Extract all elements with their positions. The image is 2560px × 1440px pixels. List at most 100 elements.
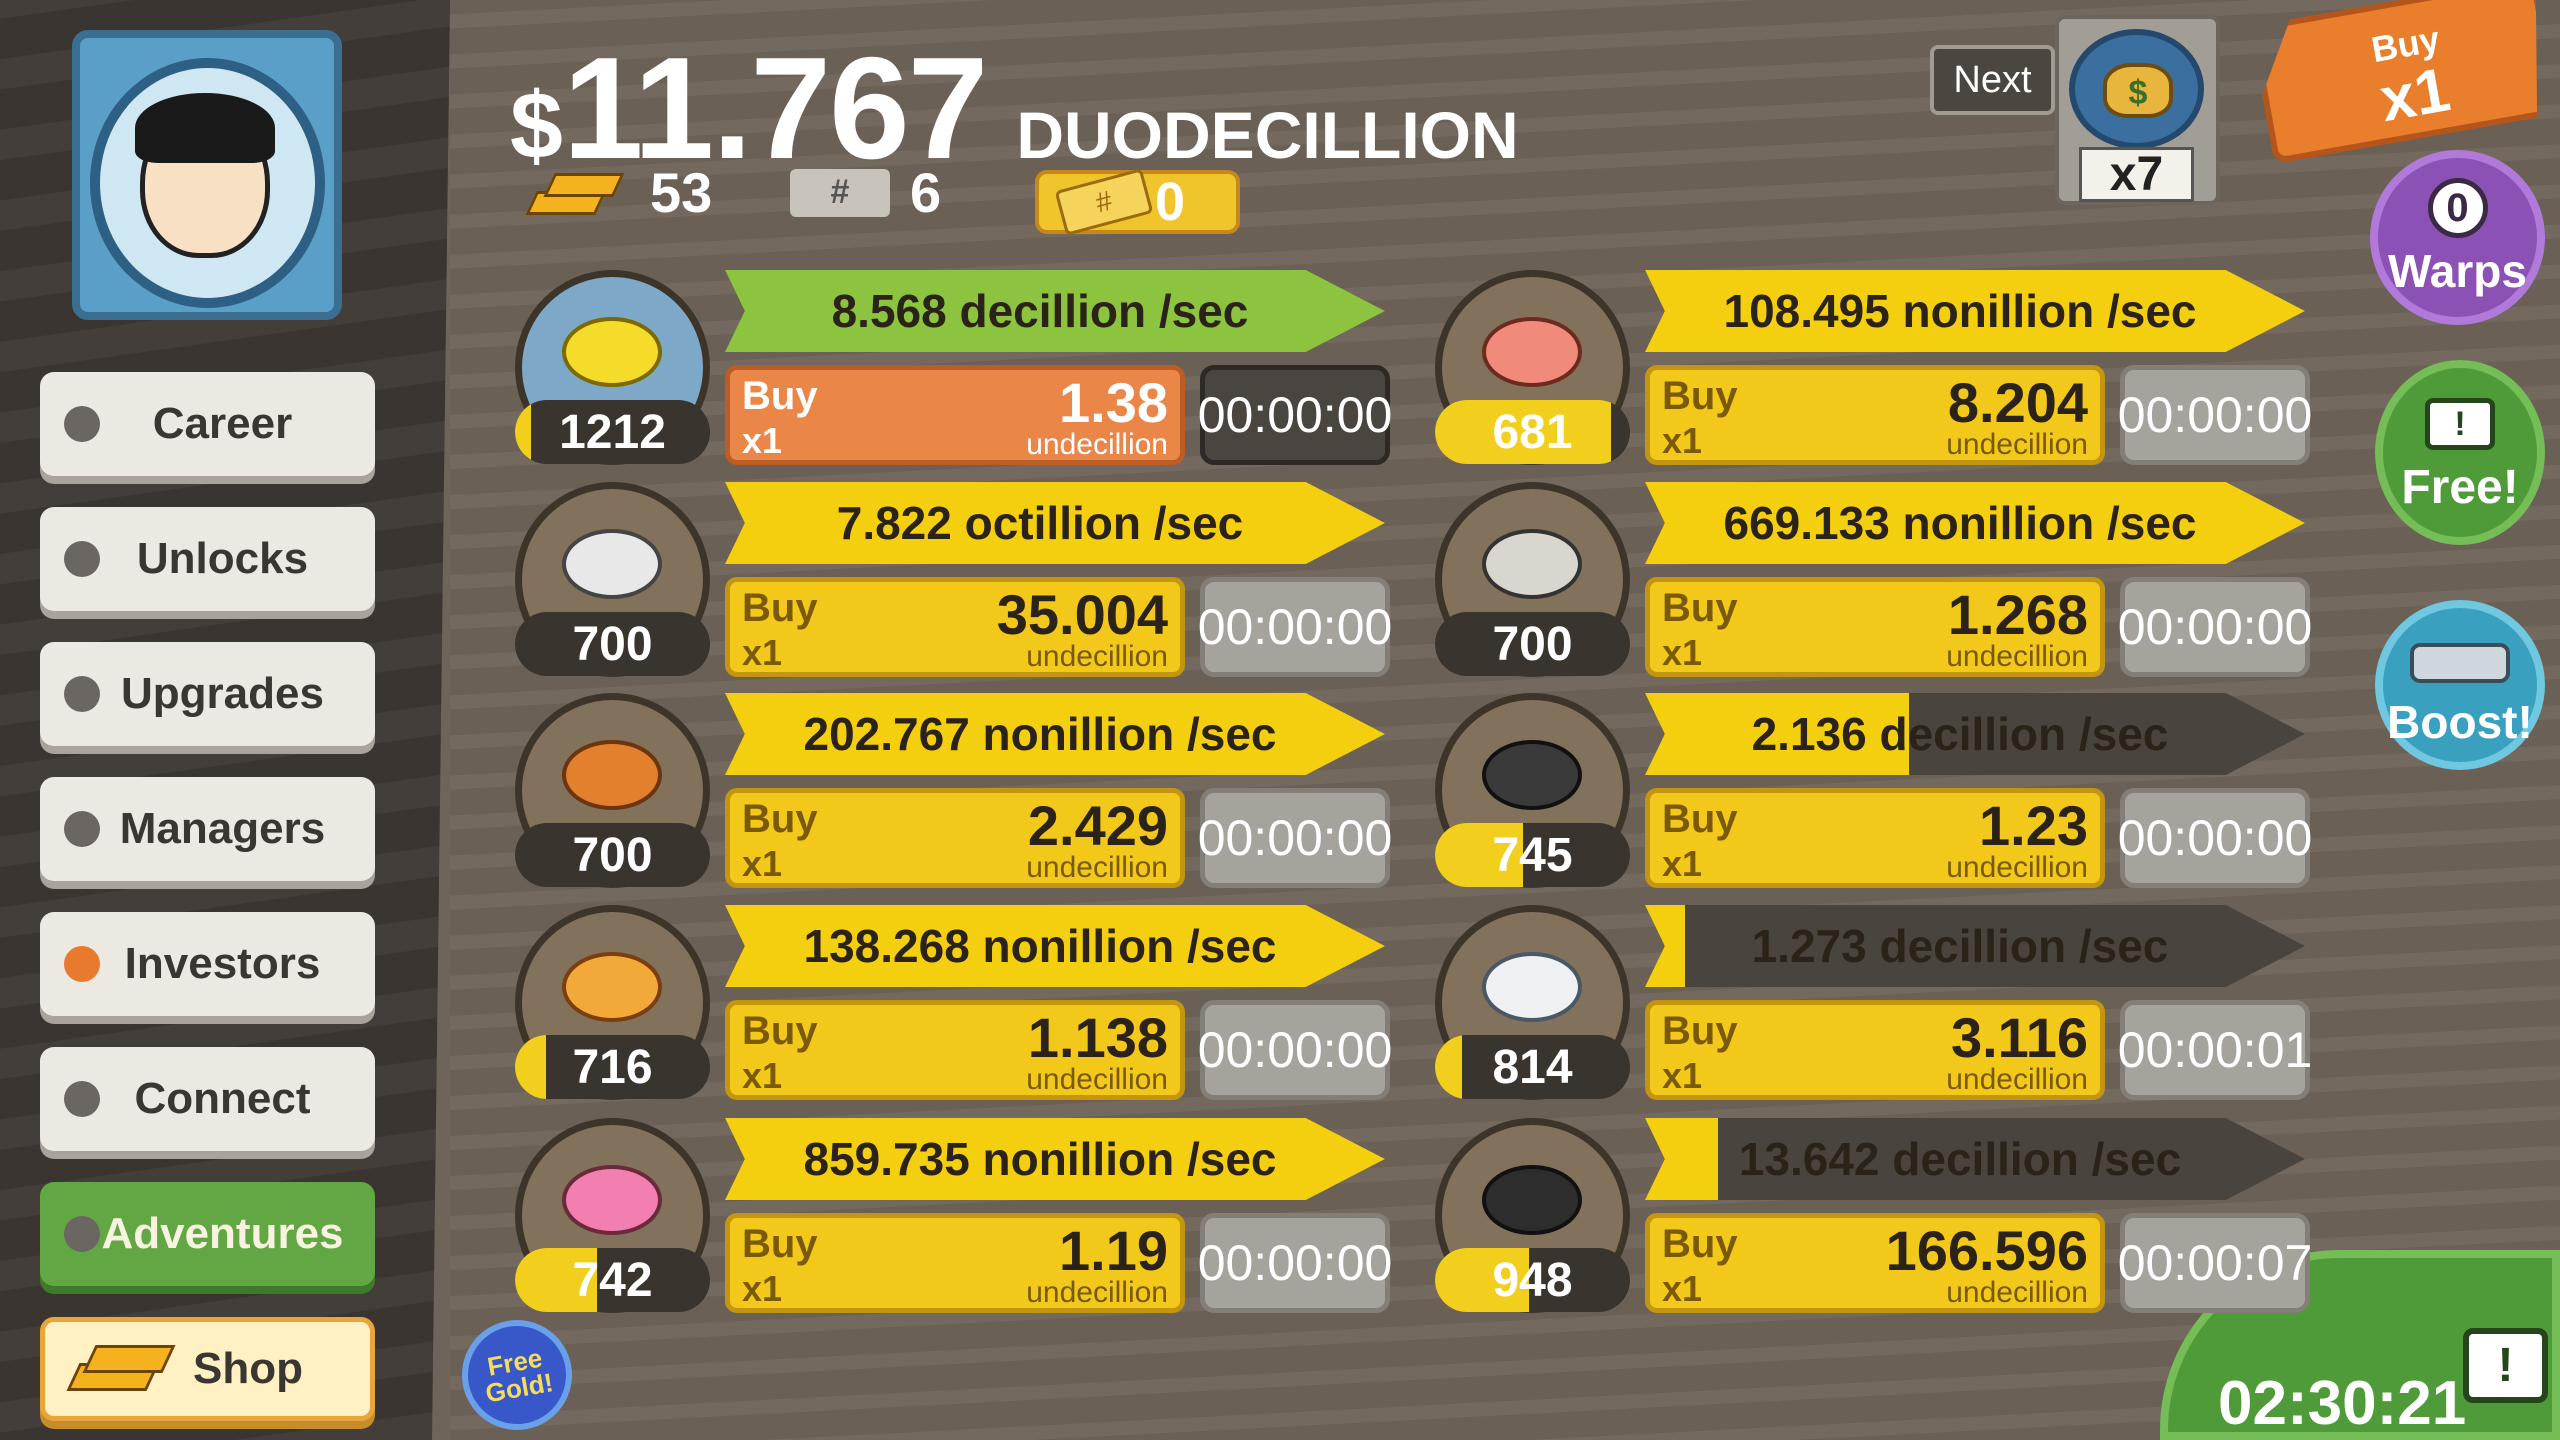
revenue-progress-bar[interactable]: 7.822 octillion /sec: [725, 482, 1385, 564]
revenue-progress-bar[interactable]: 1.273 decillion /sec: [1645, 905, 2305, 987]
buy-label: Buy: [742, 374, 818, 418]
notification-dot-icon: [64, 946, 100, 982]
revenue-progress-fill: [1645, 693, 1909, 775]
sidebar-item-label: Investors: [124, 939, 321, 988]
buy-label: Buy: [742, 586, 818, 630]
newspaper-icon: [562, 529, 662, 599]
business-owned-count: 700: [515, 823, 710, 887]
sidebar-item-shop[interactable]: Shop: [40, 1317, 375, 1421]
buy-cost: 2.429: [1027, 794, 1168, 857]
notification-dot-icon: [64, 1216, 100, 1252]
warps-button[interactable]: 0 Warps: [2370, 150, 2545, 325]
business-card: 742 859.735 nonillion /sec Buy x1 1.19 u…: [515, 1118, 1415, 1318]
revenue-rate-label: 8.568 decillion /sec: [831, 285, 1249, 337]
pizza-icon: [562, 952, 662, 1022]
boost-button[interactable]: Boost!: [2375, 600, 2545, 770]
currency-symbol: $: [510, 73, 563, 179]
sidebar-item-label: Shop: [193, 1344, 303, 1393]
sidebar-item-investors[interactable]: Investors: [40, 912, 375, 1016]
ticket-counter[interactable]: # 0: [1035, 168, 1240, 236]
revenue-progress-bar[interactable]: 13.642 decillion /sec: [1645, 1118, 2305, 1200]
sidebar-item-career[interactable]: Career: [40, 372, 375, 476]
revenue-progress-fill: [725, 905, 1385, 987]
owned-count-label: 1212: [559, 405, 666, 459]
buy-multiplier: x1: [1662, 1268, 1703, 1309]
buy-cost: 166.596: [1885, 1219, 2088, 1282]
car-icon: [2410, 643, 2510, 683]
gold-bars-icon: [525, 163, 630, 223]
revenue-progress-bar[interactable]: 138.268 nonillion /sec: [725, 905, 1385, 987]
buy-cost-unit: undecillion: [1026, 640, 1168, 673]
buy-cost-unit: undecillion: [1946, 428, 2088, 461]
buy-multiplier: x1: [1662, 843, 1703, 884]
lemon-icon: [562, 317, 662, 387]
buy-cost: 1.138: [1027, 1006, 1168, 1069]
buy-business-button[interactable]: Buy x1 1.138 undecillion: [725, 1000, 1185, 1100]
buy-business-button[interactable]: Buy x1 8.204 undecillion: [1645, 365, 2105, 465]
hair-icon: [135, 93, 275, 163]
sidebar-item-connect[interactable]: Connect: [40, 1047, 375, 1151]
next-unlock-panel[interactable]: $ x7: [2055, 15, 2220, 205]
sidebar-item-managers[interactable]: Managers: [40, 777, 375, 881]
gold-stat: 53: [525, 160, 712, 225]
buy-multiplier-value: x1: [2375, 55, 2455, 136]
business-owned-count: 681: [1435, 400, 1630, 464]
cycle-timer: 00:00:00: [1198, 1000, 1392, 1100]
sidebar-item-adventures[interactable]: Adventures: [40, 1182, 375, 1286]
milestone-progress-fill: [1435, 1035, 1463, 1099]
buy-business-button[interactable]: Buy x1 1.38 undecillion: [725, 365, 1185, 465]
business-owned-count: 742: [515, 1248, 710, 1312]
buy-cost: 35.004: [996, 583, 1168, 646]
revenue-rate-label: 859.735 nonillion /sec: [803, 1133, 1277, 1185]
revenue-progress-bar[interactable]: 669.133 nonillion /sec: [1645, 482, 2305, 564]
revenue-progress-fill: [725, 482, 1385, 564]
revenue-progress-bar[interactable]: 8.568 decillion /sec: [725, 270, 1385, 352]
milestone-progress-fill: [1435, 823, 1523, 887]
business-card: 1212 8.568 decillion /sec Buy x1 1.38 un…: [515, 270, 1415, 470]
business-owned-count: 700: [1435, 612, 1630, 676]
buy-business-button[interactable]: Buy x1 166.596 undecillion: [1645, 1213, 2105, 1313]
oil-rig-icon: [1482, 1165, 1582, 1235]
buy-business-button[interactable]: Buy x1 2.429 undecillion: [725, 788, 1185, 888]
hockey-icon: [1482, 529, 1582, 599]
buy-business-button[interactable]: Buy x1 3.116 undecillion: [1645, 1000, 2105, 1100]
buy-multiplier: x1: [1662, 1055, 1703, 1096]
buy-business-button[interactable]: Buy x1 1.23 undecillion: [1645, 788, 2105, 888]
revenue-progress-bar[interactable]: 2.136 decillion /sec: [1645, 693, 2305, 775]
cycle-timer: 00:00:07: [2118, 1213, 2312, 1313]
buy-business-button[interactable]: Buy x1 1.268 undecillion: [1645, 577, 2105, 677]
buy-multiplier: x1: [742, 632, 783, 673]
mega-ticket-icon: #: [790, 168, 890, 217]
business-card: 700 669.133 nonillion /sec Buy x1 1.268 …: [1435, 482, 2335, 682]
owned-count-label: 716: [572, 1040, 653, 1094]
free-tv-button[interactable]: ! Free!: [2375, 360, 2545, 545]
player-avatar[interactable]: [72, 30, 342, 320]
money-display: $ 11.767 DUODECILLION: [510, 25, 1519, 192]
buy-business-button[interactable]: Buy x1 1.19 undecillion: [725, 1213, 1185, 1313]
buy-label: Buy: [1662, 1222, 1738, 1266]
business-owned-count: 745: [1435, 823, 1630, 887]
revenue-progress-fill: [1645, 270, 2305, 352]
business-owned-count: 814: [1435, 1035, 1630, 1099]
revenue-progress-bar[interactable]: 859.735 nonillion /sec: [725, 1118, 1385, 1200]
mega-stat: # 6: [790, 160, 941, 225]
bank-icon: [1482, 952, 1582, 1022]
buy-cost-unit: undecillion: [1946, 851, 2088, 884]
buy-label: Buy: [742, 1009, 818, 1053]
revenue-rate-label: 7.822 octillion /sec: [836, 497, 1244, 549]
next-unlock-button[interactable]: Next: [1930, 45, 2055, 115]
business-owned-count: 948: [1435, 1248, 1630, 1312]
milestone-progress-fill: [515, 1035, 547, 1099]
buy-label: Buy: [742, 1222, 818, 1266]
revenue-progress-bar[interactable]: 108.495 nonillion /sec: [1645, 270, 2305, 352]
sidebar-item-unlocks[interactable]: Unlocks: [40, 507, 375, 611]
buy-multiplier: x1: [742, 843, 783, 884]
buy-business-button[interactable]: Buy x1 35.004 undecillion: [725, 577, 1185, 677]
tv-alert-icon: !: [2463, 1328, 2548, 1403]
notification-dot-icon: [64, 406, 100, 442]
buy-multiplier: x1: [742, 1055, 783, 1096]
cycle-timer: 00:00:00: [1198, 577, 1392, 677]
buy-cost-unit: undecillion: [1946, 1063, 2088, 1096]
revenue-progress-bar[interactable]: 202.767 nonillion /sec: [725, 693, 1385, 775]
sidebar-item-upgrades[interactable]: Upgrades: [40, 642, 375, 746]
